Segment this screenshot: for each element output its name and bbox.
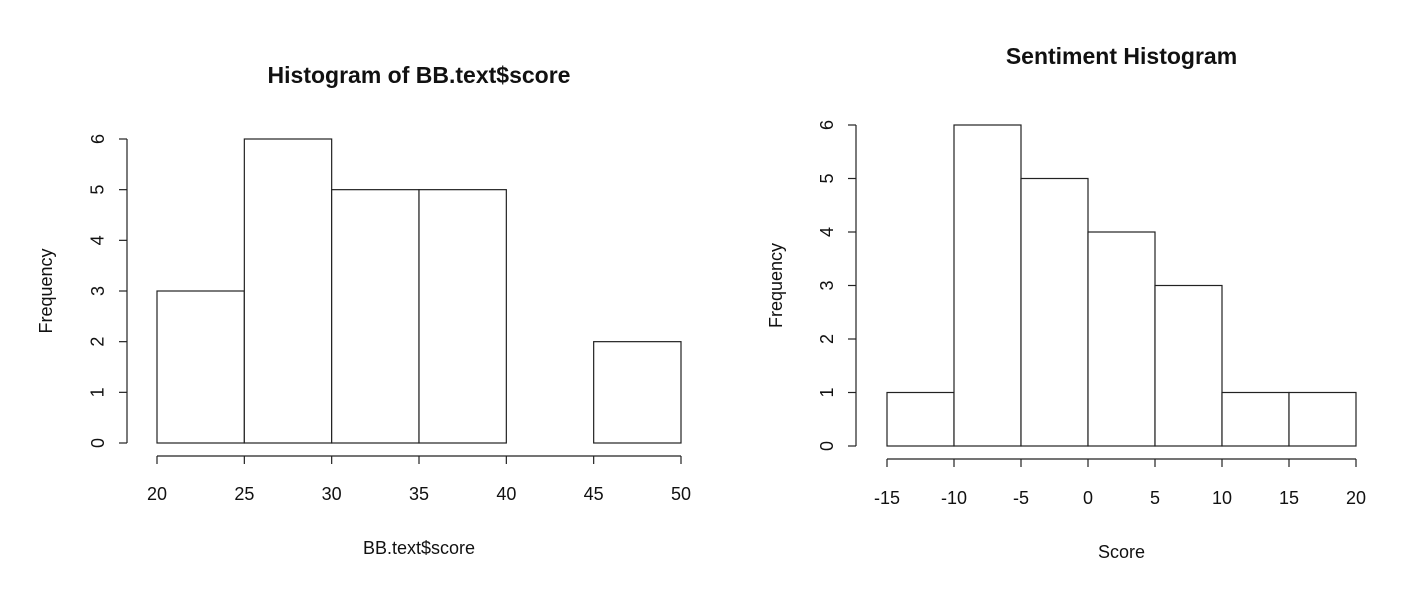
x-tick-label: 40 bbox=[496, 484, 516, 504]
histogram-bar bbox=[1221, 391, 1290, 447]
histogram-bar bbox=[886, 391, 955, 447]
histogram-bar bbox=[243, 138, 333, 444]
chart-title: Histogram of BB.text$score bbox=[268, 62, 571, 88]
histogram-bar bbox=[1020, 177, 1089, 447]
y-tick-label: 1 bbox=[88, 387, 108, 397]
histogram-bar bbox=[1154, 284, 1223, 447]
x-tick-label: 50 bbox=[671, 484, 691, 504]
y-tick-label: 4 bbox=[817, 227, 837, 237]
y-tick-label: 5 bbox=[88, 185, 108, 195]
x-axis-label: BB.text$score bbox=[363, 538, 475, 558]
x-tick-label: 20 bbox=[1346, 488, 1366, 508]
histogram-bar bbox=[953, 124, 1022, 447]
x-tick-label: 15 bbox=[1279, 488, 1299, 508]
x-tick-label: 20 bbox=[147, 484, 167, 504]
x-tick-label: -15 bbox=[874, 488, 900, 508]
x-tick-label: 5 bbox=[1150, 488, 1160, 508]
x-axis-label: Score bbox=[1098, 542, 1145, 562]
histogram-bar bbox=[593, 341, 682, 444]
chart-title: Sentiment Histogram bbox=[1006, 43, 1237, 69]
y-tick-label: 2 bbox=[88, 337, 108, 347]
histogram-bar bbox=[1087, 231, 1156, 447]
y-axis-label: Frequency bbox=[36, 248, 56, 333]
y-tick-label: 0 bbox=[817, 441, 837, 451]
histogram-bar bbox=[1288, 391, 1357, 447]
x-tick-label: 30 bbox=[322, 484, 342, 504]
x-tick-label: 25 bbox=[234, 484, 254, 504]
histogram-bar bbox=[418, 189, 507, 444]
x-tick-label: 35 bbox=[409, 484, 429, 504]
x-tick-label: 10 bbox=[1212, 488, 1232, 508]
y-tick-label: 3 bbox=[88, 286, 108, 296]
y-tick-label: 5 bbox=[817, 173, 837, 183]
y-tick-label: 3 bbox=[817, 280, 837, 290]
y-tick-label: 2 bbox=[817, 334, 837, 344]
y-tick-label: 0 bbox=[88, 438, 108, 448]
y-tick-label: 4 bbox=[88, 235, 108, 245]
x-tick-label: 0 bbox=[1083, 488, 1093, 508]
y-tick-label: 1 bbox=[817, 387, 837, 397]
y-axis-label: Frequency bbox=[766, 243, 786, 328]
x-tick-label: -5 bbox=[1013, 488, 1029, 508]
x-tick-label: -10 bbox=[941, 488, 967, 508]
histogram-bar bbox=[156, 290, 245, 444]
histogram-bar bbox=[331, 189, 420, 444]
y-tick-label: 6 bbox=[817, 120, 837, 130]
y-tick-label: 6 bbox=[88, 134, 108, 144]
x-tick-label: 45 bbox=[584, 484, 604, 504]
